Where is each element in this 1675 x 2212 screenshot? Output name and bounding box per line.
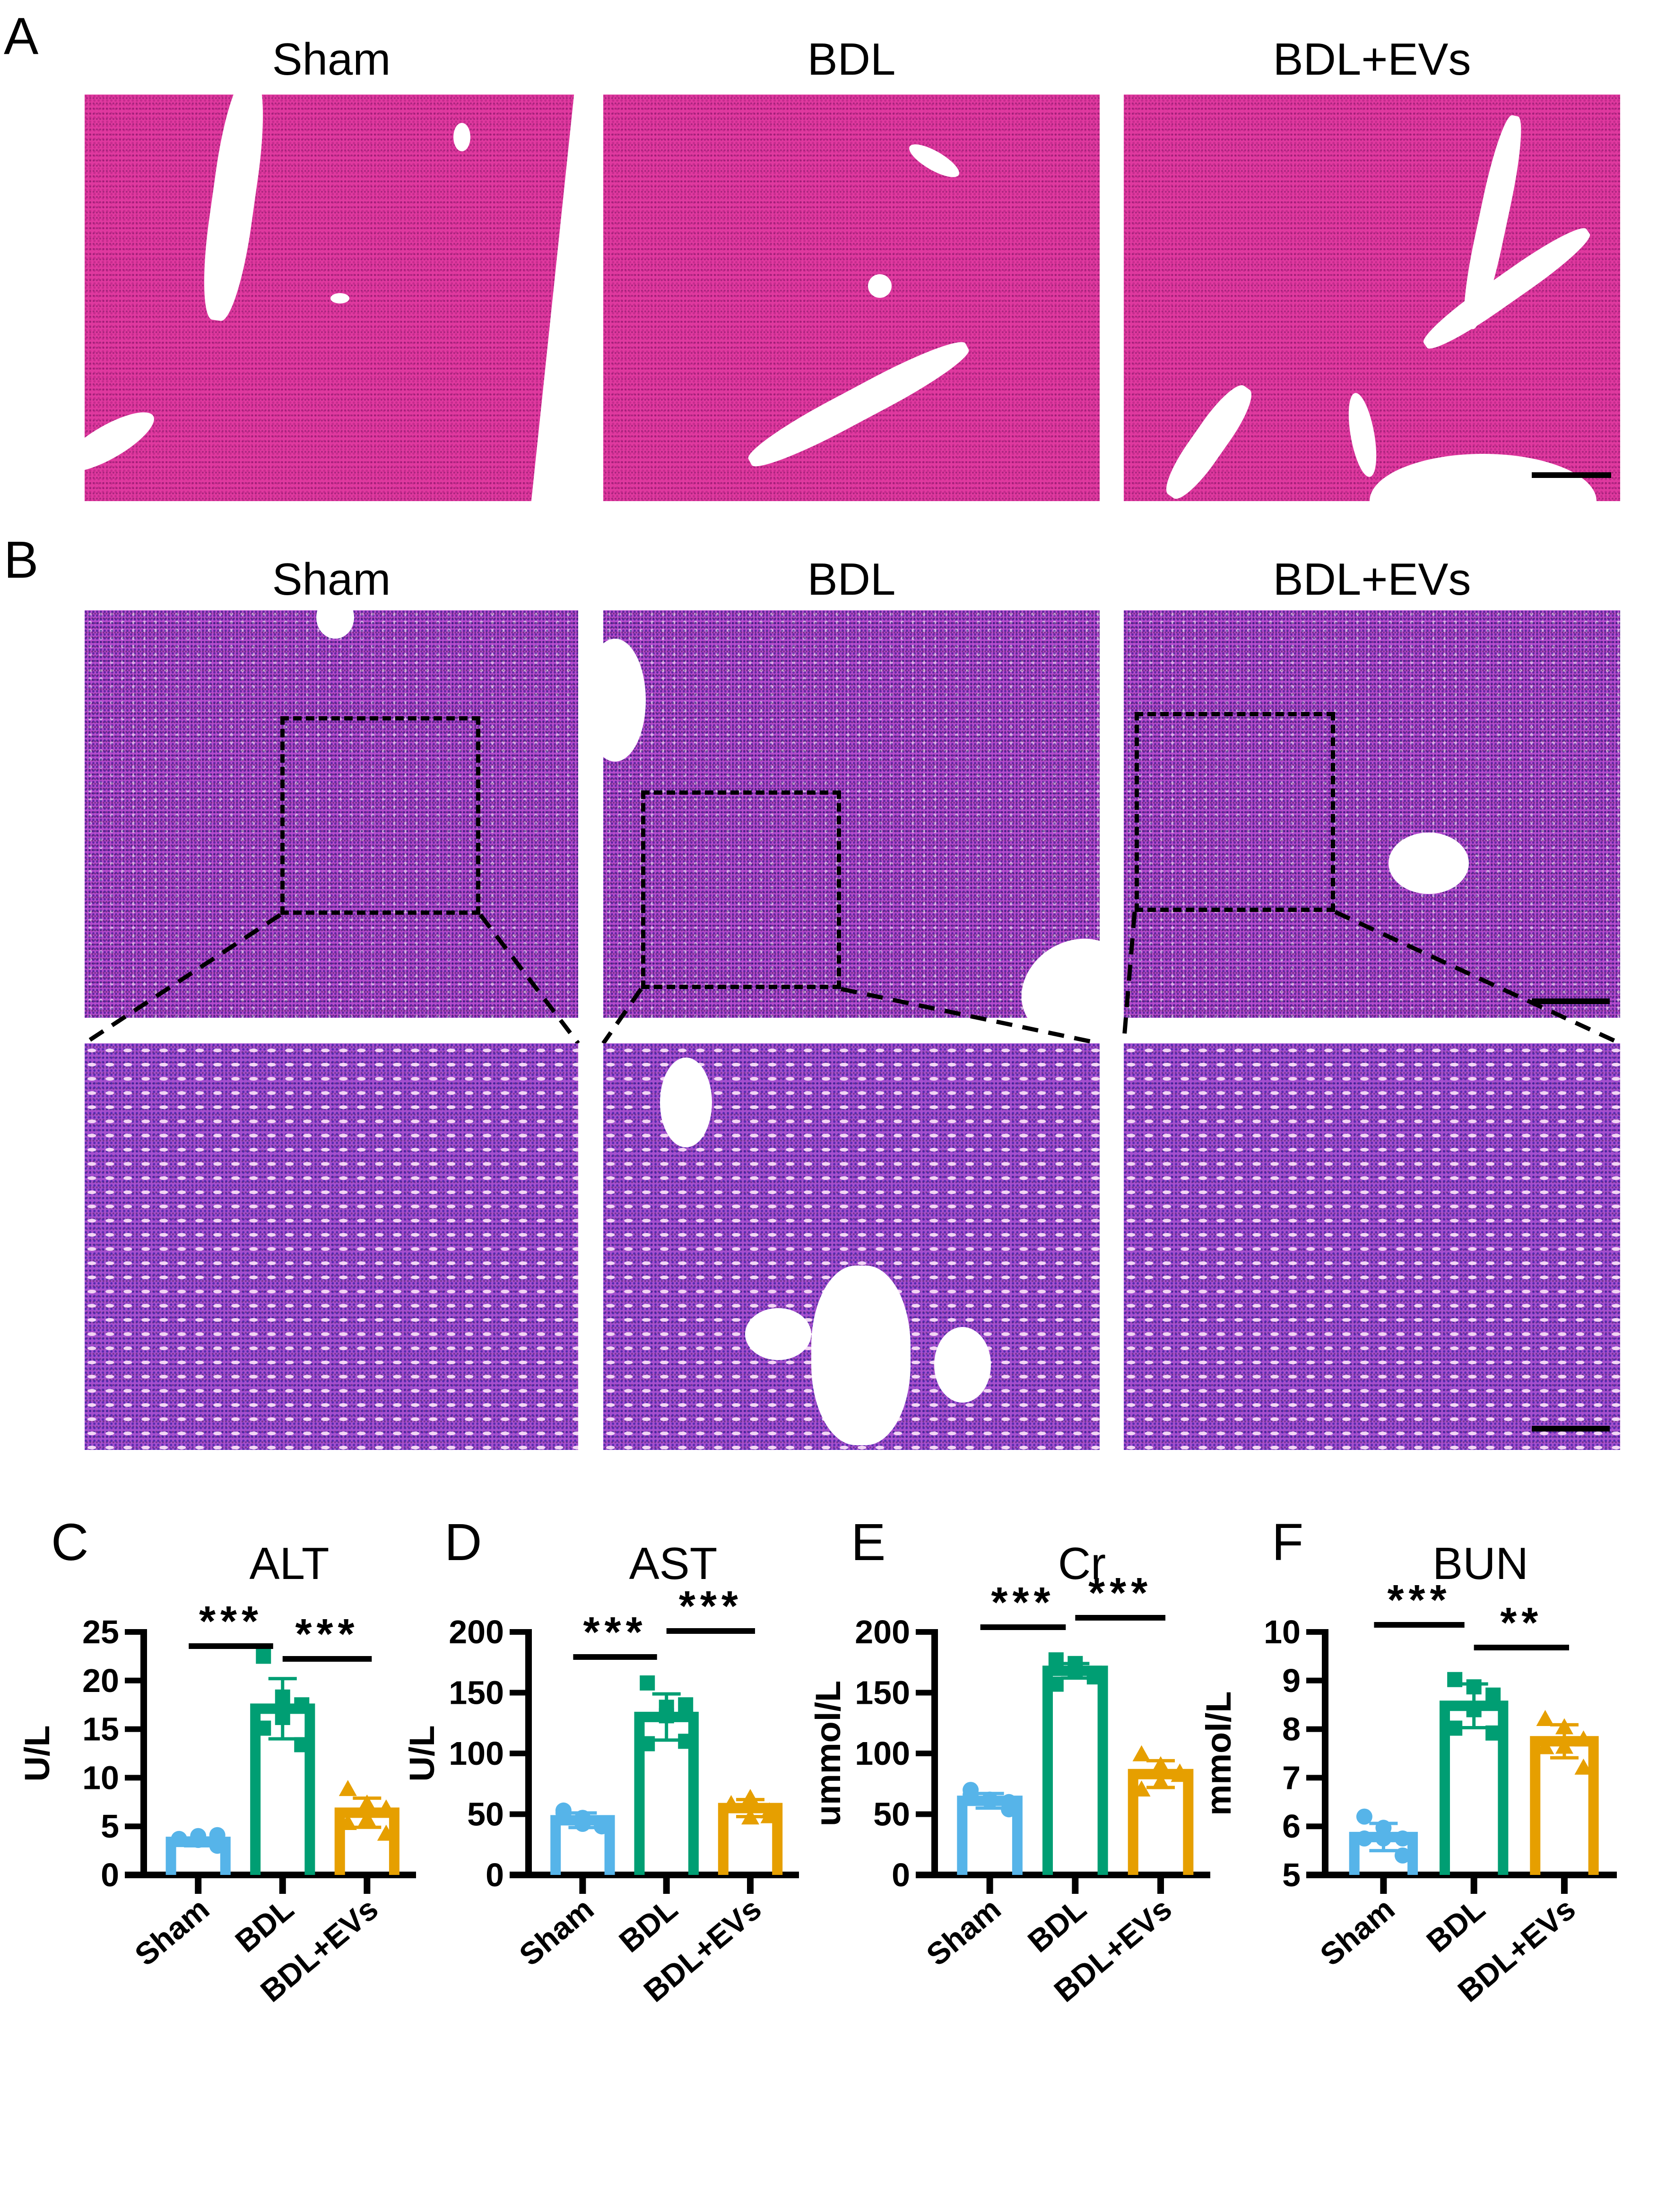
panel-b-title-bdl: BDL xyxy=(807,554,896,605)
x-tick-label: BDL+EVs xyxy=(1047,1891,1178,2009)
liver-histology-sham xyxy=(85,95,578,501)
significance-label: *** xyxy=(1088,1570,1152,1617)
liver-histology-bdl xyxy=(603,95,1100,501)
bar-sham xyxy=(1349,1831,1418,1875)
significance-label: *** xyxy=(1387,1577,1451,1624)
y-tick-label: 100 xyxy=(855,1735,910,1772)
bar-bdl-evs xyxy=(334,1807,399,1875)
panel-letter-b: B xyxy=(4,531,39,589)
y-tick-label: 20 xyxy=(82,1662,119,1699)
y-tick-label: 150 xyxy=(855,1674,910,1711)
significance-label: *** xyxy=(679,1583,743,1630)
bar-sham xyxy=(550,1815,615,1875)
y-tick-label: 25 xyxy=(82,1613,119,1650)
kidney-histology-sham xyxy=(85,610,578,1018)
bar-bdl-evs xyxy=(718,1803,783,1875)
panel-a-title-sham: Sham xyxy=(272,34,391,85)
zoom-region-box-bdl-evs xyxy=(1135,712,1335,912)
y-tick-label: 7 xyxy=(1282,1759,1301,1796)
y-tick-label: 10 xyxy=(82,1759,119,1796)
chart-title: AST xyxy=(629,1538,718,1589)
significance-label: *** xyxy=(991,1579,1055,1626)
y-tick-label: 9 xyxy=(1282,1662,1301,1699)
significance-label: *** xyxy=(295,1611,359,1658)
panel-letter: D xyxy=(444,1513,482,1571)
significance-label: ** xyxy=(1500,1599,1543,1647)
bar-sham xyxy=(165,1837,231,1875)
chart-title: BUN xyxy=(1432,1538,1528,1589)
kidney-zoom-bdl-evs xyxy=(1124,1043,1620,1450)
y-tick-label: 5 xyxy=(1282,1856,1301,1893)
y-axis-label: ummol/L xyxy=(808,1681,848,1826)
bar-bdl-evs xyxy=(1128,1769,1194,1875)
y-tick-label: 0 xyxy=(892,1856,910,1893)
y-tick-label: 150 xyxy=(449,1674,504,1711)
panel-a-title-bdl-evs: BDL+EVs xyxy=(1273,34,1471,85)
x-tick-label: BDL+EVs xyxy=(637,1891,768,2009)
y-tick-label: 5 xyxy=(101,1808,119,1845)
kidney-zoom-sham xyxy=(85,1043,578,1450)
panel-letter-a: A xyxy=(4,7,39,65)
x-tick-label: Sham xyxy=(1313,1891,1401,1972)
panel-b-title-bdl-evs: BDL+EVs xyxy=(1273,554,1471,605)
bar-bdl xyxy=(250,1703,315,1875)
significance-label: *** xyxy=(199,1598,263,1645)
panel-a-title-bdl: BDL xyxy=(807,34,896,85)
y-tick-label: 6 xyxy=(1282,1808,1301,1845)
bar-sham xyxy=(957,1796,1023,1875)
y-tick-label: 100 xyxy=(449,1735,504,1772)
liver-histology-bdl-evs xyxy=(1124,95,1620,501)
kidney-histology-bdl-evs xyxy=(1124,610,1620,1018)
chart-title: Cr xyxy=(1058,1538,1106,1589)
bar-bdl xyxy=(1439,1700,1509,1875)
chart-title: ALT xyxy=(250,1538,330,1589)
x-tick-label: Sham xyxy=(920,1891,1007,1972)
bar-bdl-evs xyxy=(1530,1736,1599,1875)
y-axis-label: mmol/L xyxy=(1199,1691,1238,1815)
y-axis-label: U/L xyxy=(402,1725,442,1781)
scale-bar-panel-a xyxy=(1532,472,1611,478)
y-tick-label: 10 xyxy=(1264,1613,1301,1650)
significance-label: *** xyxy=(583,1609,647,1656)
panel-letter: F xyxy=(1272,1513,1303,1571)
panel-b-title-sham: Sham xyxy=(272,554,391,605)
y-tick-label: 0 xyxy=(101,1856,119,1893)
y-tick-label: 0 xyxy=(486,1856,504,1893)
y-tick-label: 200 xyxy=(449,1613,504,1650)
y-tick-label: 200 xyxy=(855,1613,910,1650)
y-tick-label: 8 xyxy=(1282,1711,1301,1748)
x-tick-label: Sham xyxy=(512,1891,600,1972)
scale-bar-panel-b-zoom xyxy=(1532,1426,1610,1431)
bar-bdl xyxy=(1042,1666,1108,1875)
y-tick-label: 15 xyxy=(82,1711,119,1748)
zoom-region-box-bdl xyxy=(641,790,841,989)
kidney-histology-bdl xyxy=(603,610,1100,1018)
x-tick-label: BDL xyxy=(1420,1891,1491,1959)
x-tick-label: BDL+EVs xyxy=(1451,1891,1582,2009)
zoom-connector-lines xyxy=(83,910,1621,1046)
kidney-zoom-bdl xyxy=(603,1043,1100,1450)
scale-bar-panel-b-overview xyxy=(1532,998,1610,1004)
x-tick-label: BDL+EVs xyxy=(254,1891,385,2009)
x-tick-label: Sham xyxy=(128,1891,216,1972)
x-tick-label: BDL xyxy=(612,1891,684,1959)
bar-bdl xyxy=(634,1711,699,1875)
zoom-region-box-sham xyxy=(280,716,480,915)
x-tick-label: BDL xyxy=(228,1891,300,1959)
panel-letter: E xyxy=(851,1513,885,1571)
y-tick-label: 50 xyxy=(467,1796,504,1833)
y-tick-label: 50 xyxy=(873,1796,910,1833)
x-tick-label: BDL xyxy=(1021,1891,1093,1959)
panel-letter: C xyxy=(51,1513,88,1571)
y-axis-label: U/L xyxy=(17,1725,57,1781)
